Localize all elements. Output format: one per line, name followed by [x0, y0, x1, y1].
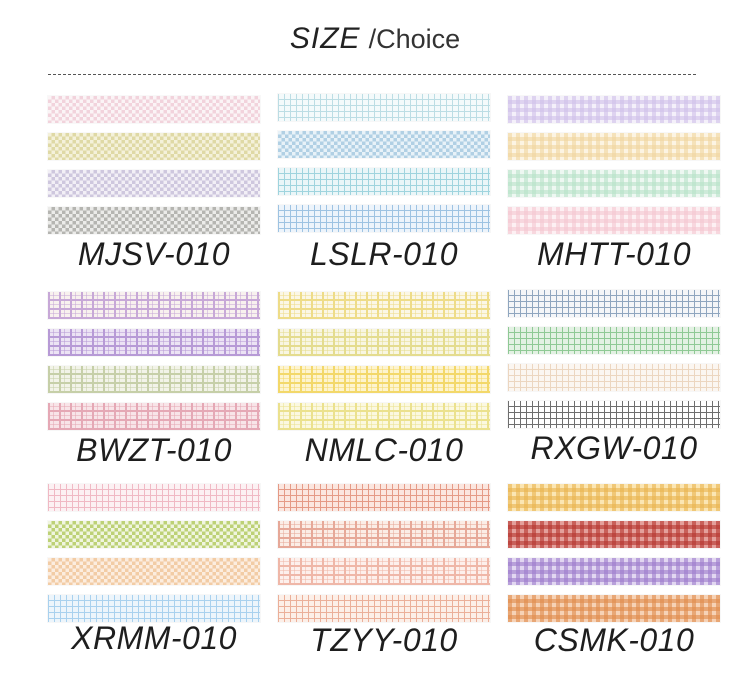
tape-swatch	[278, 403, 490, 430]
tape-swatch	[48, 207, 260, 234]
tape-swatch	[508, 521, 720, 548]
tape-swatch	[508, 364, 720, 391]
choice-subtitle: /Choice	[368, 24, 461, 54]
product-code: XRMM-010	[71, 620, 237, 656]
tape-swatch	[48, 521, 260, 548]
dashed-divider	[48, 74, 696, 75]
tape-swatch	[48, 133, 260, 160]
tape-swatch	[48, 329, 260, 356]
tape-swatch	[508, 327, 720, 354]
product-code: TZYY-010	[310, 622, 458, 658]
tape-swatch	[508, 595, 720, 622]
tape-swatch	[48, 484, 260, 511]
tape-swatch	[278, 94, 490, 121]
tape-swatch	[278, 329, 490, 356]
tape-swatch	[508, 133, 720, 160]
product-code: CSMK-010	[533, 622, 695, 658]
product-code: LSLR-010	[309, 236, 459, 272]
tape-swatch	[278, 595, 490, 622]
tape-swatch	[278, 292, 490, 319]
page-header: SIZE/Choice	[0, 22, 750, 62]
tape-swatch	[48, 96, 260, 123]
product-code: MJSV-010	[77, 236, 231, 272]
product-code: NMLC-010	[304, 432, 464, 468]
product-code: BWZT-010	[76, 432, 232, 468]
tape-swatch	[278, 131, 490, 158]
tape-swatch	[278, 168, 490, 195]
tape-swatch	[48, 366, 260, 393]
product-code: RXGW-010	[530, 430, 698, 466]
tape-swatch	[278, 521, 490, 548]
tape-swatch	[278, 558, 490, 585]
tape-swatch	[508, 290, 720, 317]
tape-swatch	[508, 207, 720, 234]
tape-swatch	[508, 401, 720, 428]
tape-swatch	[278, 366, 490, 393]
tape-swatch	[48, 170, 260, 197]
tape-swatch	[48, 595, 260, 622]
product-code: MHTT-010	[537, 236, 691, 272]
tape-swatch	[508, 484, 720, 511]
tape-swatch	[48, 403, 260, 430]
tape-swatch	[48, 292, 260, 319]
tape-swatch	[508, 170, 720, 197]
tape-swatch	[278, 205, 490, 232]
size-title: SIZE	[289, 22, 361, 55]
tape-swatch	[48, 558, 260, 585]
tape-swatch	[278, 484, 490, 511]
tape-swatch	[508, 558, 720, 585]
tape-swatch	[508, 96, 720, 123]
